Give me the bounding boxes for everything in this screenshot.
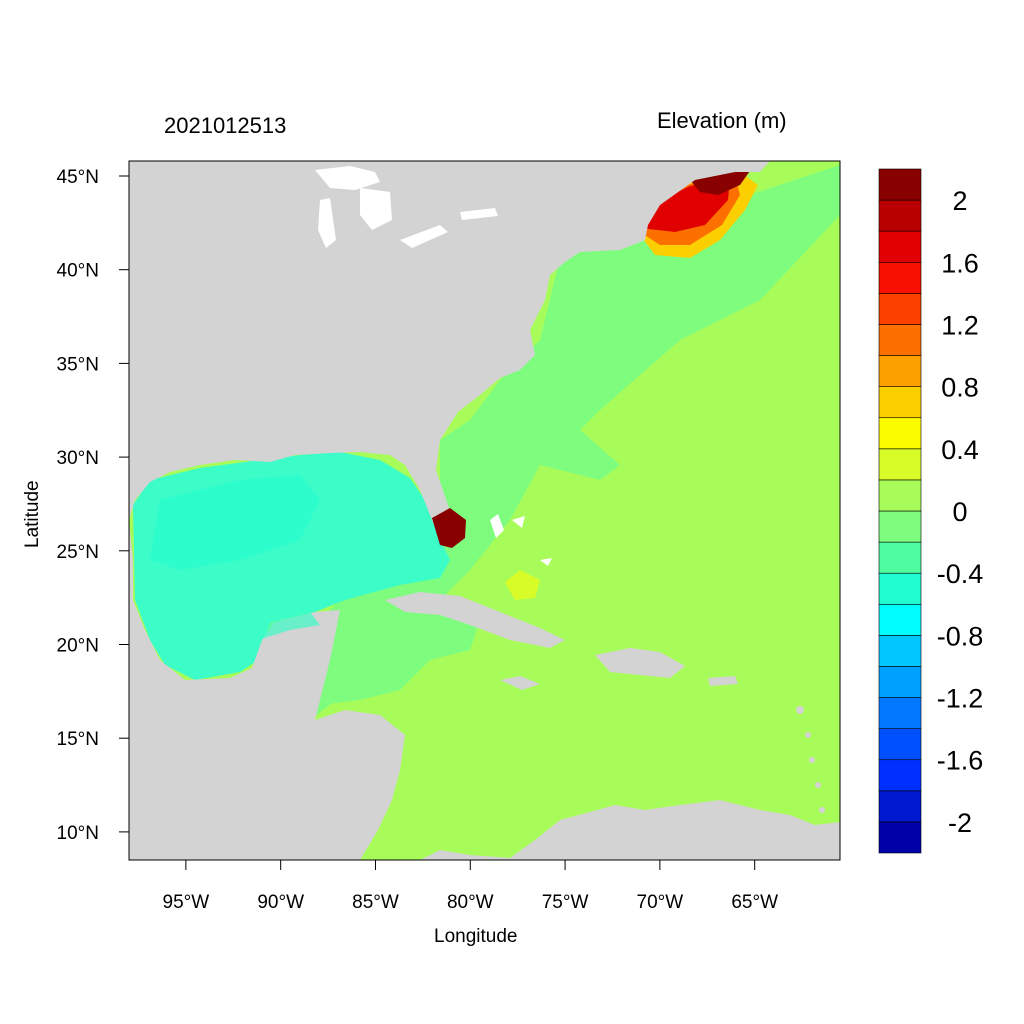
south-florida-surge [432, 508, 466, 548]
caribbean-north-patch [310, 605, 480, 705]
north-america-land [129, 161, 770, 545]
colorbar-swatch [878, 572, 922, 605]
colorbar-swatch [878, 790, 922, 823]
colorbar-swatch [878, 666, 922, 698]
y-tick-label: 20°N [57, 635, 99, 656]
colorbar-swatch [878, 697, 922, 729]
jamaica-land [500, 676, 540, 690]
x-tick-label: 70°W [637, 892, 684, 913]
x-axis: 95°W 90°W 85°W 80°W 75°W 70°W 65°W [163, 860, 778, 913]
lake-erie [400, 225, 448, 248]
y-tick-label: 45°N [57, 167, 99, 188]
x-tick-label: 90°W [257, 892, 304, 913]
y-tick-label: 35°N [57, 354, 99, 375]
colorbar-label: 0.4 [941, 435, 979, 465]
colorbar-swatch [878, 759, 922, 792]
lake-ontario [460, 208, 498, 220]
y-tick-label: 40°N [57, 261, 99, 282]
colorbar: 2 1.6 1.2 0.8 0.4 0 -0.4 -0.8 -1.2 -1.6 -2 [878, 168, 984, 854]
bahamas-land [490, 514, 552, 566]
colorbar-swatch [878, 541, 922, 574]
colorbar-swatch [878, 324, 922, 356]
lake-superior [315, 166, 380, 190]
colorbar-swatch [878, 293, 922, 325]
atlantic-shelf-band [300, 165, 840, 720]
y-axis: 45°N 40°N 35°N 30°N 25°N 20°N 15°N 10°N [57, 167, 129, 844]
yucatan-shelf [258, 612, 320, 640]
colorbar-swatch [878, 448, 922, 481]
puerto-rico-land [708, 676, 738, 686]
colorbar-swatch [878, 386, 922, 419]
colorbar-swatch [878, 510, 922, 543]
y-tick-label: 30°N [57, 448, 99, 469]
colorbar-label: 0.8 [941, 373, 979, 403]
lake-michigan [318, 198, 336, 248]
colorbar-swatch [878, 417, 922, 450]
x-tick-label: 65°W [731, 892, 778, 913]
x-tick-label: 75°W [542, 892, 589, 913]
colorbar-swatch [878, 821, 922, 854]
colorbar-swatch [878, 199, 922, 232]
x-tick-label: 95°W [163, 892, 210, 913]
colorbar-swatch [878, 728, 922, 761]
map-panel [129, 161, 840, 860]
variable-label: Elevation (m) [657, 108, 787, 133]
colorbar-label: -1.6 [937, 746, 984, 776]
x-tick-label: 85°W [352, 892, 399, 913]
bahamas-patch [505, 570, 540, 600]
colorbar-swatch [878, 261, 922, 294]
x-tick-label: 80°W [447, 892, 494, 913]
colorbar-label: 1.6 [941, 248, 979, 278]
x-axis-title: Longitude [434, 926, 518, 947]
south-america-land [420, 800, 840, 860]
colorbar-label: -1.2 [937, 684, 984, 714]
cuba-land [385, 592, 565, 648]
colorbar-swatch [878, 230, 922, 263]
y-tick-label: 10°N [57, 823, 99, 844]
y-tick-label: 15°N [57, 729, 99, 750]
central-america-land [129, 520, 405, 860]
plot-frame [128, 160, 841, 861]
colorbar-label: -2 [948, 808, 972, 838]
colorbar-swatch [878, 355, 922, 387]
colorbar-swatch [878, 479, 922, 512]
lake-huron [360, 188, 392, 230]
colorbar-swatch [878, 603, 922, 636]
colorbar-swatch [878, 168, 922, 201]
surge-peak [690, 168, 752, 195]
y-axis-title: Latitude [22, 480, 43, 548]
colorbar-label: 1.2 [941, 310, 979, 340]
y-tick-label: 25°N [57, 542, 99, 563]
colorbar-label: 2 [952, 186, 967, 216]
colorbar-swatch [878, 635, 922, 667]
colorbar-label: -0.4 [937, 559, 984, 589]
gulf-deeper-patch [150, 475, 320, 570]
lesser-antilles [796, 706, 825, 813]
time-label: 2021012513 [164, 113, 287, 138]
colorbar-label: 0 [952, 497, 967, 527]
colorbar-label: -0.8 [937, 621, 984, 651]
hispaniola-land [595, 648, 685, 678]
